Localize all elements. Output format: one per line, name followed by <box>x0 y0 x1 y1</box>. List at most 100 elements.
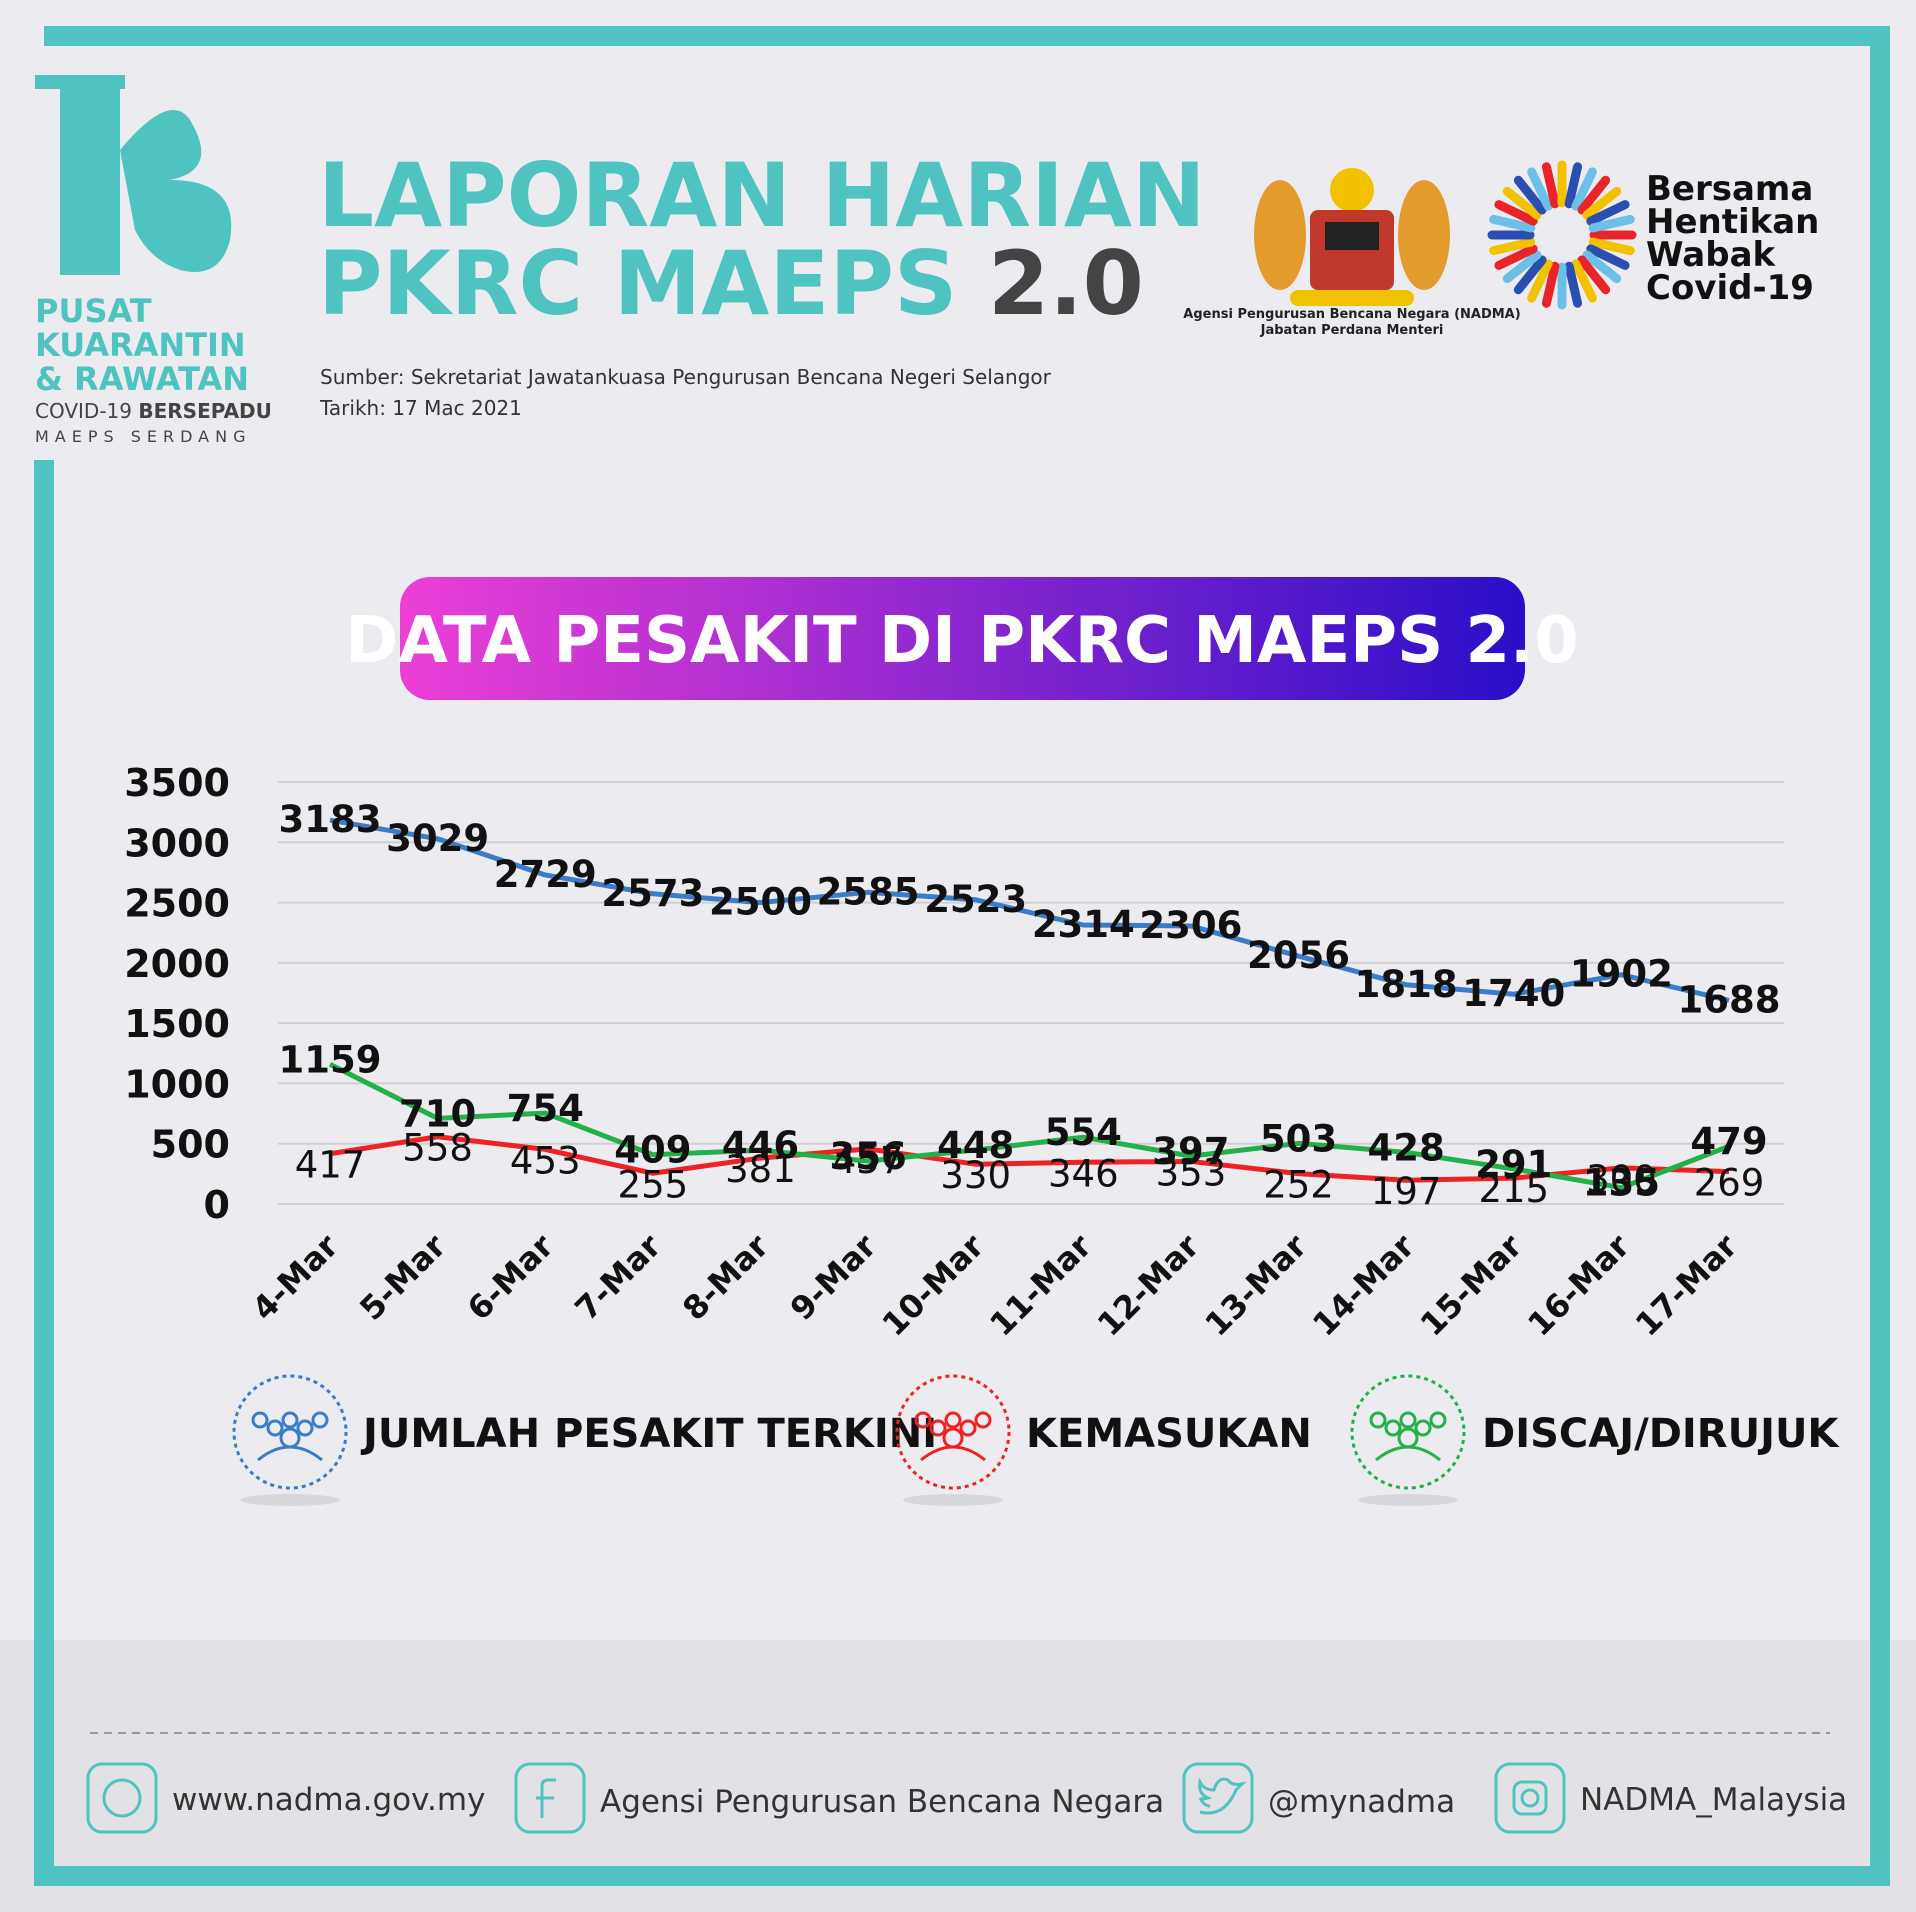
footer-link[interactable]: @mynadma <box>1268 1784 1455 1820</box>
logo-k-curve <box>120 110 232 272</box>
legend-icon <box>914 1411 932 1429</box>
data-label: 558 <box>402 1127 473 1170</box>
data-label: 197 <box>1371 1170 1442 1213</box>
footer-link[interactable]: NADMA_Malaysia <box>1580 1782 1847 1818</box>
data-label: 346 <box>1048 1152 1119 1195</box>
instagram-icon <box>1494 1762 1566 1834</box>
slogan-ray <box>1489 214 1536 233</box>
y-tick-label: 2000 <box>124 942 230 986</box>
series-line <box>329 1134 1730 1183</box>
data-label: 446 <box>722 1124 799 1167</box>
slogan-ray <box>1582 186 1622 220</box>
data-label: 1159 <box>279 1038 382 1081</box>
data-label: 135 <box>1583 1162 1660 1205</box>
legend-icon <box>1429 1411 1447 1429</box>
legend-icon <box>1369 1411 1387 1429</box>
y-tick-label: 500 <box>151 1123 230 1167</box>
slogan-ray <box>1541 162 1560 209</box>
data-label: 381 <box>725 1148 796 1191</box>
logo-text: BERSEPADU <box>138 399 272 423</box>
legend-label: KEMASUKAN <box>1026 1411 1312 1457</box>
data-label: 2585 <box>817 870 920 913</box>
data-label: 1818 <box>1355 963 1458 1006</box>
legend-icon <box>281 1411 299 1429</box>
legend-icon <box>959 1419 977 1437</box>
legend-icon <box>1399 1411 1417 1429</box>
legend-shadow <box>1358 1494 1458 1506</box>
data-label: 1688 <box>1678 978 1781 1021</box>
legend-icon <box>1414 1419 1432 1437</box>
twitter-icon <box>1182 1762 1254 1834</box>
emblem-tiger <box>1398 180 1450 290</box>
data-label: 448 <box>937 1124 1014 1167</box>
logo: PUSAT KUARANTIN & RAWATAN COVID-19 BERSE… <box>35 75 272 446</box>
data-label: 2314 <box>1032 903 1135 946</box>
title-version: 2.0 <box>988 232 1144 335</box>
data-label: 554 <box>1045 1111 1122 1154</box>
slogan-ray <box>1502 186 1542 220</box>
logo-text: PUSAT <box>35 292 152 330</box>
data-label: 330 <box>940 1154 1011 1197</box>
web-icon <box>102 1778 142 1818</box>
slogan-ray <box>1577 255 1611 295</box>
slogan-logo <box>1487 160 1637 310</box>
data-label: 252 <box>1263 1164 1334 1207</box>
logo-k-serif <box>35 75 125 89</box>
slogan-ray <box>1494 200 1538 226</box>
twitter-icon <box>1198 1777 1247 1815</box>
slogan-ray <box>1513 255 1547 295</box>
slogan-ray <box>1577 175 1611 215</box>
slogan-ray <box>1489 237 1536 256</box>
legend-icon <box>1350 1374 1466 1490</box>
data-label: 353 <box>1156 1151 1227 1194</box>
facebook-icon <box>536 1778 556 1818</box>
title: PKRC MAEPS 2.0 <box>318 232 1144 335</box>
data-label: 2573 <box>601 872 704 915</box>
slogan-ray <box>1588 214 1635 233</box>
web-icon <box>86 1762 158 1834</box>
footer-link[interactable]: Agensi Pengurusan Bencana Negara <box>600 1784 1164 1820</box>
source: Sumber: Sekretariat Jawatankuasa Penguru… <box>320 365 1052 389</box>
data-label: 754 <box>507 1087 584 1130</box>
slogan-ray <box>1564 162 1583 209</box>
slogan: Wabak <box>1646 235 1777 275</box>
data-label: 710 <box>399 1092 476 1135</box>
legend-icon <box>895 1374 1011 1490</box>
data-label: 503 <box>1260 1117 1337 1160</box>
data-label: 356 <box>829 1135 906 1178</box>
chart-title: DATA PESAKIT DI PKRC MAEPS 2.0 <box>345 604 1579 678</box>
footer-link[interactable]: www.nadma.gov.my <box>172 1782 485 1818</box>
slogan-ray <box>1502 250 1542 284</box>
facebook-icon <box>514 1762 586 1834</box>
data-label: 2729 <box>494 853 597 896</box>
slogan: Bersama <box>1646 169 1813 209</box>
logo-k-stem <box>60 75 120 275</box>
data-label: 457 <box>833 1139 904 1182</box>
legend-icon <box>929 1419 947 1437</box>
legend-icon <box>266 1419 284 1437</box>
data-label: 269 <box>1694 1162 1765 1205</box>
y-tick-label: 1000 <box>124 1062 230 1106</box>
legend-shadow <box>903 1494 1003 1506</box>
legend-icon <box>920 1445 986 1462</box>
legend-icon <box>251 1411 269 1429</box>
y-tick-label: 0 <box>204 1183 230 1227</box>
logo-text: COVID-19 <box>35 399 132 423</box>
data-label: 291 <box>1475 1143 1552 1186</box>
data-label: 300 <box>1586 1158 1657 1201</box>
data-label: 3029 <box>386 817 489 860</box>
frame <box>34 26 1890 1886</box>
logo-text: MAEPS SERDANG <box>35 427 251 446</box>
data-label: 417 <box>295 1144 366 1187</box>
agency: Agensi Pengurusan Bencana Negara (NADMA) <box>1183 307 1520 322</box>
series-line <box>328 1062 1730 1191</box>
title: LAPORAN HARIAN <box>318 144 1206 247</box>
legend-icon <box>232 1374 348 1490</box>
data-label: 3183 <box>279 798 382 841</box>
emblem-ribbon <box>1290 290 1414 306</box>
data-label: 397 <box>1152 1130 1229 1173</box>
data-label: 479 <box>1690 1120 1767 1163</box>
data-label: 1902 <box>1570 953 1673 996</box>
data-label: 2056 <box>1247 934 1350 977</box>
data-label: 2523 <box>924 878 1027 921</box>
